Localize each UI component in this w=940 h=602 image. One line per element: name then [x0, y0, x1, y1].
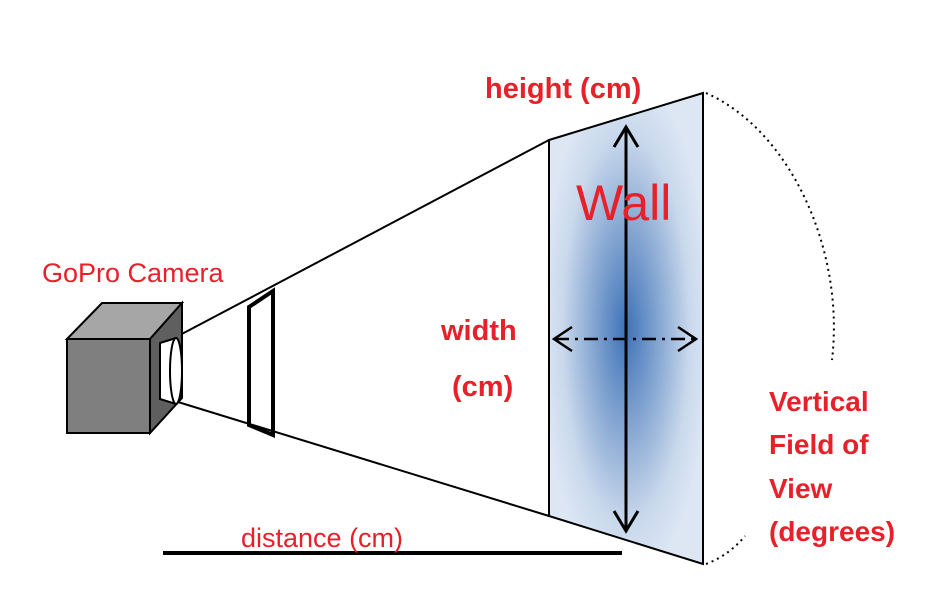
fov-top-ray [177, 139, 550, 337]
fov-bottom-ray [177, 401, 550, 517]
height-arrow-head-top [612, 124, 640, 148]
height-arrow-head-bottom [612, 510, 640, 534]
distance-label: distance (cm) [241, 523, 403, 553]
fov-arc-lower [705, 535, 746, 565]
fov-label-line4: (degrees) [769, 516, 895, 547]
fov-label-line3: View [769, 473, 833, 504]
camera-lens-rim [169, 337, 183, 405]
fov-label-line2: Field of [769, 429, 869, 460]
width-arrow-head-left [551, 325, 573, 353]
wall-label: Wall [576, 175, 671, 231]
image-plane [247, 287, 275, 438]
width-label-line2: (cm) [452, 371, 513, 403]
fov-label-line1: Vertical [769, 386, 869, 417]
width-arrow-head-right [677, 325, 699, 353]
width-label-line1: width [440, 315, 517, 347]
camera-label: GoPro Camera [42, 258, 225, 288]
camera-front-face [66, 338, 151, 434]
fov-arc [705, 92, 835, 361]
height-label: height (cm) [485, 73, 641, 105]
